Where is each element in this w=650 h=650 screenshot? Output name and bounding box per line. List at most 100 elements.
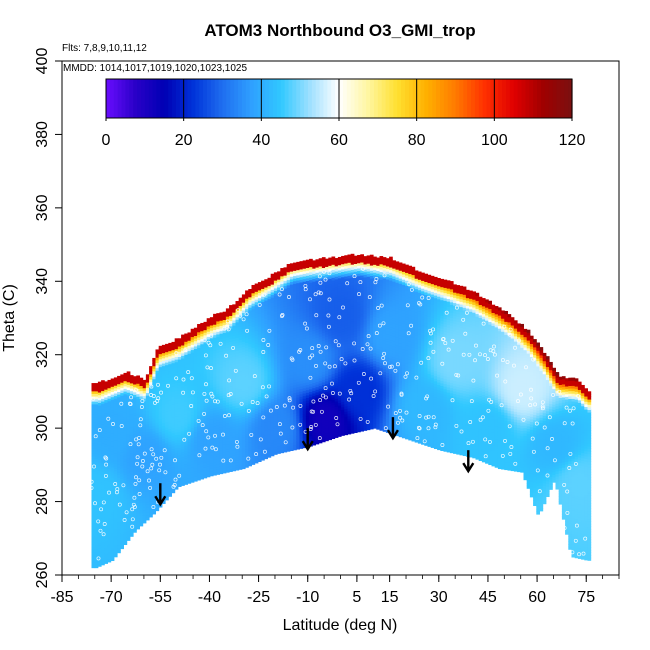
sample-point [221, 432, 225, 437]
sample-point [200, 423, 205, 428]
sample-point [550, 437, 554, 441]
sample-point [209, 333, 214, 338]
sample-point [327, 364, 332, 369]
colorbar-segment [191, 79, 196, 118]
sample-point [119, 401, 124, 406]
sample-point [261, 415, 266, 420]
sample-point [406, 282, 411, 286]
sample-point [570, 421, 575, 426]
sample-point [166, 383, 170, 388]
sample-point [132, 495, 137, 500]
sample-point [307, 355, 312, 360]
sample-point [309, 409, 314, 414]
x-tick-label: 45 [479, 589, 497, 606]
colorbar-segment [385, 79, 391, 118]
sample-point [287, 398, 292, 403]
sample-point [426, 426, 431, 431]
sample-point [213, 433, 217, 438]
sample-point [137, 492, 142, 496]
colorbar-segment [346, 79, 352, 118]
colorbar-segment [257, 79, 262, 118]
x-tick-label: -10 [296, 589, 319, 606]
sample-point [246, 456, 251, 461]
sample-point [337, 315, 342, 320]
sample-point [336, 343, 341, 348]
sample-point [298, 422, 303, 427]
sample-point [163, 470, 168, 475]
sample-point [399, 391, 404, 396]
sample-point [89, 479, 94, 484]
sample-point [159, 390, 164, 395]
sample-point [356, 380, 361, 385]
sample-point [414, 375, 419, 380]
sample-point [382, 351, 387, 356]
sample-point [135, 455, 140, 460]
colorbar-segment [249, 79, 255, 118]
colorbar-segment [447, 79, 453, 118]
x-tick-label: 60 [528, 589, 546, 606]
sample-point [374, 277, 379, 281]
colorbar-segment [544, 79, 550, 118]
colorbar-segment [311, 79, 317, 118]
sample-point [420, 295, 425, 300]
colorbar-segment [397, 79, 402, 118]
colorbar-segment [331, 79, 336, 118]
sample-point [450, 338, 455, 343]
sample-point [358, 280, 363, 285]
sample-point [138, 423, 143, 428]
sample-point [474, 343, 478, 348]
sample-point [101, 500, 106, 505]
sample-point [424, 396, 429, 401]
sample-point [545, 446, 550, 451]
sample-point [139, 405, 144, 409]
sample-point [225, 319, 230, 324]
sample-point [290, 357, 295, 362]
sample-point [323, 386, 328, 391]
sample-point [318, 349, 323, 354]
colorbar-segment [327, 79, 332, 118]
colorbar-segment [140, 79, 146, 118]
sample-point [303, 321, 308, 326]
sample-point [349, 391, 354, 396]
y-axis-title: Theta (C) [1, 284, 18, 352]
sample-point [530, 436, 535, 441]
sample-point [202, 411, 207, 416]
sample-point [345, 281, 350, 286]
sample-point [381, 356, 386, 360]
sample-point [181, 390, 186, 395]
sample-point [322, 269, 326, 274]
sample-point [140, 459, 145, 463]
sample-point [255, 401, 260, 406]
colorbar-segment [288, 79, 293, 118]
sample-point [268, 408, 273, 413]
sample-point [551, 392, 556, 397]
sample-point [154, 456, 159, 461]
colorbar-segment [350, 79, 356, 118]
sample-point [405, 371, 409, 376]
sample-point [567, 466, 572, 470]
sample-point [424, 415, 429, 420]
sample-point [426, 414, 431, 419]
sample-point [149, 384, 154, 389]
colorbar-segment [187, 79, 193, 118]
colorbar-segment [234, 79, 239, 118]
sample-point [374, 331, 379, 336]
colorbar-segment [195, 79, 200, 118]
sample-point [252, 374, 257, 379]
sample-point [233, 368, 238, 373]
sample-point [508, 327, 513, 332]
sample-point [540, 406, 545, 411]
sample-point [540, 400, 545, 405]
sample-point [149, 466, 154, 471]
sample-point [277, 292, 282, 297]
sample-point [134, 475, 138, 480]
sample-point [264, 394, 269, 399]
sample-point [468, 420, 473, 424]
sample-point [203, 446, 208, 451]
sample-point [262, 449, 267, 454]
sample-point [99, 507, 104, 512]
sample-point [450, 398, 455, 403]
sample-point [142, 451, 147, 456]
colorbar-tick-label: 0 [102, 132, 111, 149]
colorbar-segment [416, 79, 422, 118]
